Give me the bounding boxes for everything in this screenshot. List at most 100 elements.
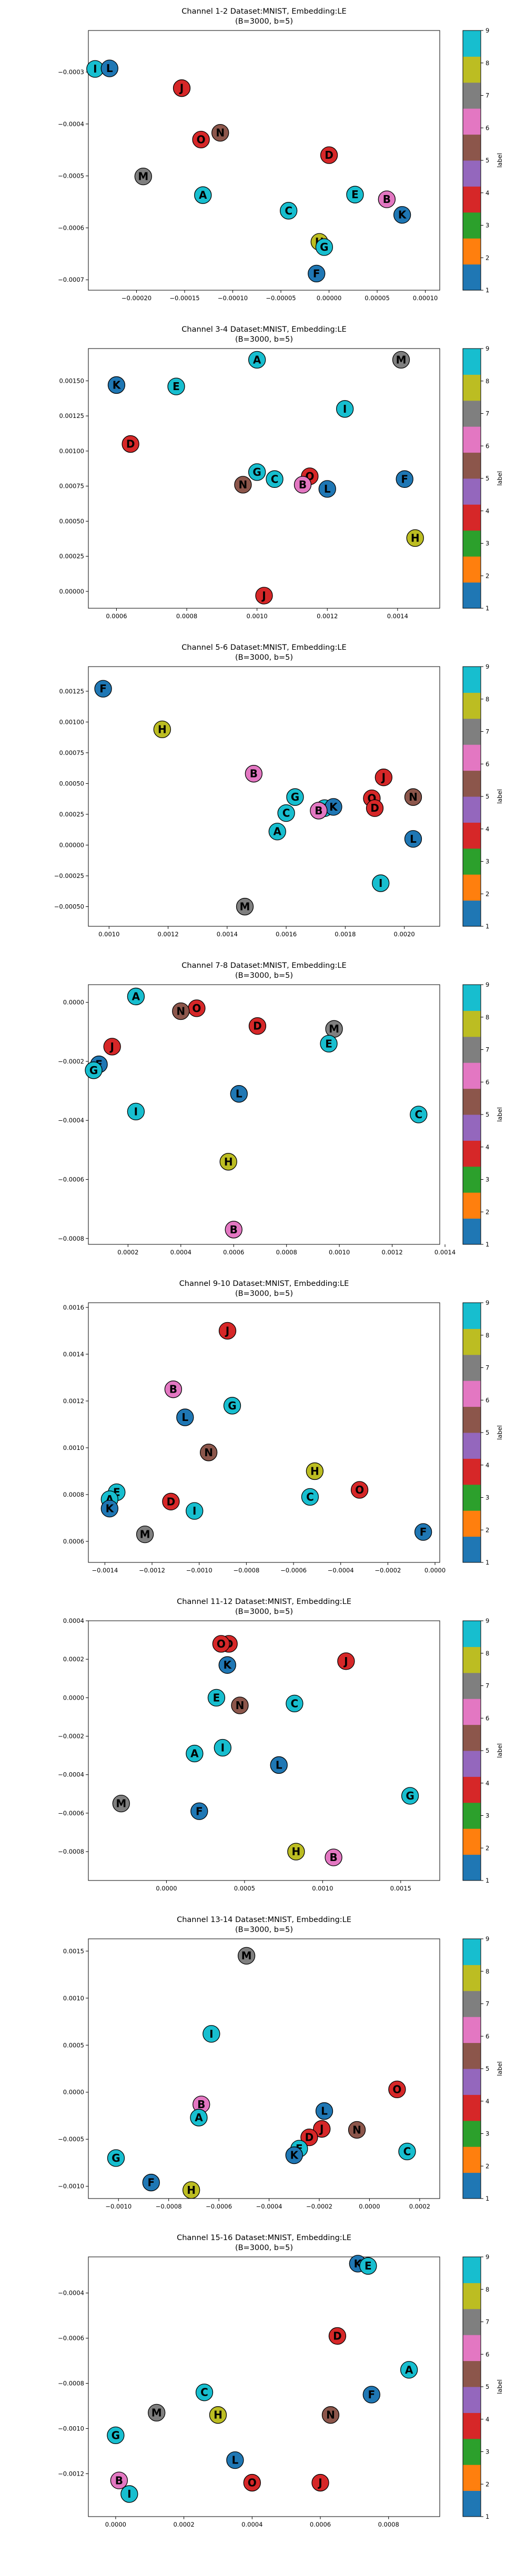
x-tick-label: 0.0008	[176, 612, 197, 620]
point-label: M	[240, 901, 250, 913]
point-J	[313, 2120, 331, 2138]
colorbar-tick-label: 3	[485, 1812, 489, 1819]
point-F	[308, 264, 326, 283]
chart-subtitle: (B=3000, b=5)	[235, 1290, 293, 1298]
chart-title: Channel 7-8 Dataset:MNIST, Embedding:LE	[181, 962, 346, 970]
chart-panel-8: Channel 15-16 Dataset:MNIST, Embedding:L…	[58, 2234, 503, 2528]
point-label: M	[116, 1797, 126, 1810]
point-label: I	[343, 403, 347, 415]
colorbar-tick-label: 2	[485, 2162, 489, 2170]
point-label: C	[291, 1697, 299, 1710]
x-tick-label: 0.0014	[434, 1249, 456, 1256]
point-label: A	[199, 189, 207, 201]
point-B	[225, 1221, 242, 1239]
point-label: B	[299, 478, 307, 491]
point-E	[359, 2257, 377, 2275]
colorbar-segment	[463, 2172, 481, 2199]
point-A	[400, 2361, 418, 2379]
x-tick-label: 0.0005	[234, 1885, 255, 1892]
y-tick-label: 0.0008	[63, 1491, 84, 1498]
point-K	[393, 206, 411, 224]
x-tick-label: −0.0012	[139, 1567, 165, 1574]
colorbar-tick-label: 5	[485, 1747, 489, 1754]
colorbar-segment	[463, 556, 481, 583]
point-label: H	[291, 1845, 300, 1858]
point-E	[320, 1035, 338, 1052]
point-G	[401, 1787, 419, 1805]
point-L	[176, 1408, 194, 1426]
y-tick-label: −0.0010	[58, 2183, 84, 2190]
y-tick-label: −0.0004	[58, 1117, 84, 1124]
colorbar-segment	[463, 1510, 481, 1537]
point-B	[325, 1848, 342, 1866]
point-C	[195, 2384, 214, 2401]
y-tick-label: −0.0005	[58, 172, 84, 180]
y-tick-label: 0.00025	[59, 811, 84, 818]
colorbar-label: label	[496, 1425, 503, 1440]
point-label: J	[225, 1324, 229, 1337]
point-label: H	[411, 531, 420, 544]
y-tick-label: 0.0000	[63, 999, 84, 1006]
chart-subtitle: (B=3000, b=5)	[235, 972, 293, 980]
y-tick-label: −0.0003	[58, 68, 84, 76]
colorbar-tick-label: 4	[485, 1461, 489, 1469]
y-tick-label: −0.0004	[58, 2289, 84, 2297]
x-tick-label: 0.0002	[173, 2521, 194, 2528]
colorbar-segment	[463, 160, 481, 187]
colorbar-tick-label: 4	[485, 189, 489, 197]
point-label: L	[231, 2454, 238, 2467]
point-L	[230, 1085, 248, 1103]
colorbar-segment	[463, 874, 481, 901]
colorbar-tick-label: 7	[485, 1364, 489, 1372]
colorbar-segment	[463, 1433, 481, 1459]
colorbar-tick-label: 8	[485, 1332, 489, 1339]
y-tick-label: −0.0008	[58, 1235, 84, 1242]
point-label: D	[305, 2131, 314, 2144]
y-tick-label: −0.0002	[58, 1058, 84, 1065]
plot-area	[88, 1302, 440, 1563]
colorbar-tick-label: 7	[485, 410, 489, 417]
x-tick-label: 0.0000	[424, 1567, 446, 1574]
colorbar-tick-label: 9	[485, 2253, 489, 2261]
colorbar-tick-label: 6	[485, 1714, 489, 1722]
point-F	[362, 2386, 380, 2404]
point-label: K	[113, 379, 122, 391]
point-M	[237, 1947, 256, 1965]
point-label: B	[230, 1223, 238, 1236]
point-A	[248, 351, 266, 369]
colorbar-tick-label: 1	[485, 923, 489, 930]
colorbar-segment	[463, 2335, 481, 2362]
point-N	[321, 2406, 340, 2424]
colorbar-segment	[463, 2465, 481, 2491]
point-H	[153, 720, 171, 739]
point-C	[266, 470, 284, 488]
point-label: A	[405, 2364, 413, 2376]
point-label: G	[112, 2429, 120, 2441]
point-label: F	[147, 2176, 155, 2189]
y-tick-label: 0.0016	[63, 1304, 84, 1311]
chart-subtitle: (B=3000, b=5)	[235, 1608, 293, 1616]
x-tick-label: −0.0014	[92, 1567, 118, 1574]
point-M	[392, 351, 410, 369]
colorbar-tick-label: 6	[485, 760, 489, 768]
colorbar-segment	[463, 2017, 481, 2043]
colorbar-tick-label: 7	[485, 2000, 489, 2008]
point-label: D	[370, 802, 379, 814]
colorbar-segment	[463, 770, 481, 797]
colorbar-tick-label: 5	[485, 2383, 489, 2390]
point-O	[350, 1481, 369, 1499]
colorbar-segment	[463, 1328, 481, 1355]
point-H	[306, 1462, 324, 1480]
colorbar-segment	[463, 108, 481, 135]
x-tick-label: 0.0014	[387, 612, 408, 620]
colorbar-tick-label: 9	[485, 1935, 489, 1943]
point-label: B	[197, 2098, 205, 2111]
chart-subtitle: (B=3000, b=5)	[235, 653, 293, 662]
point-label: J	[179, 82, 184, 95]
colorbar-segment	[463, 238, 481, 265]
colorbar-tick-label: 9	[485, 27, 489, 34]
point-M	[148, 2404, 166, 2422]
colorbar-segment	[463, 2283, 481, 2309]
point-label: B	[383, 193, 391, 206]
chart-title: Channel 3-4 Dataset:MNIST, Embedding:LE	[181, 325, 346, 334]
